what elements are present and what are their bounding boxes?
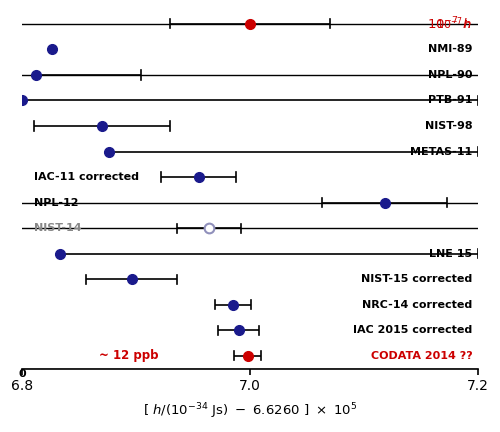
Text: PTB-91: PTB-91 (428, 95, 472, 105)
X-axis label: $[\ \mathit{h}/(10^{-34}\ \mathrm{Js})\ -\ 6.6260\ ]\ \times\ 10^5$: $[\ \mathit{h}/(10^{-34}\ \mathrm{Js})\ … (143, 401, 357, 421)
Text: $10^{-7}\ \mathit{h}$: $10^{-7}\ \mathit{h}$ (428, 16, 472, 32)
Text: IAC-11 corrected: IAC-11 corrected (34, 172, 138, 182)
Text: NPL-90: NPL-90 (428, 70, 472, 80)
Text: NPL-12: NPL-12 (34, 197, 78, 208)
Text: ~ 12 ppb: ~ 12 ppb (100, 349, 159, 362)
Text: NIST-14: NIST-14 (34, 223, 81, 233)
Text: IAC 2015 corrected: IAC 2015 corrected (353, 325, 472, 335)
Text: NIST-15 corrected: NIST-15 corrected (361, 274, 472, 284)
Text: $10^{-7}\,\mathit{h}$: $10^{-7}\,\mathit{h}$ (436, 16, 472, 32)
Text: LNE 15: LNE 15 (429, 249, 472, 259)
Text: NIST-98: NIST-98 (424, 121, 472, 131)
Text: NRC-14 corrected: NRC-14 corrected (362, 300, 472, 310)
Text: CODATA 2014 ??: CODATA 2014 ?? (370, 351, 472, 361)
Text: METAS-11: METAS-11 (410, 146, 472, 156)
Text: NMI-89: NMI-89 (428, 44, 472, 54)
Text: 0: 0 (18, 369, 26, 379)
